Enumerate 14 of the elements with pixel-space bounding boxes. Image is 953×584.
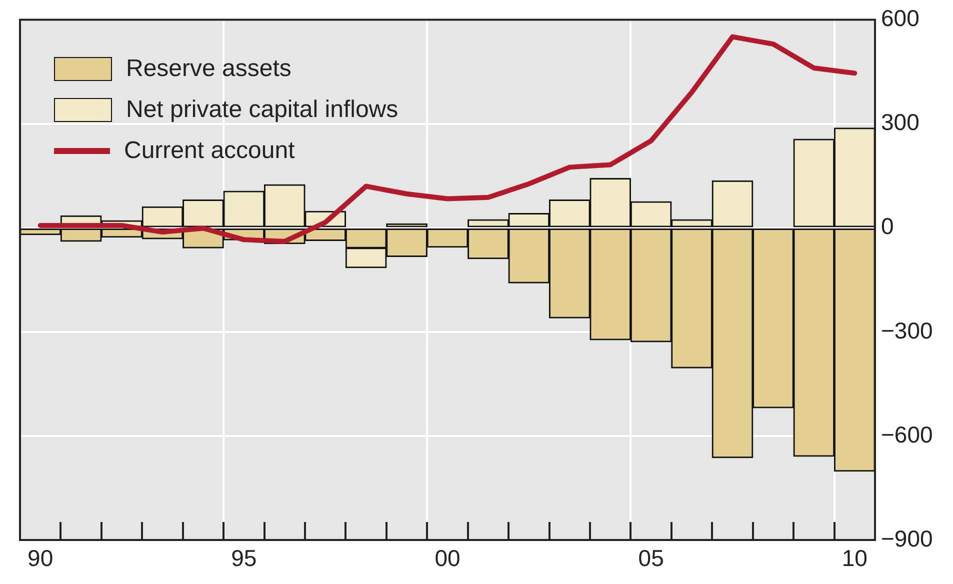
y-tick-label: −600 bbox=[881, 421, 933, 448]
x-tick-label: 90 bbox=[28, 545, 54, 572]
y-tick-label: −300 bbox=[881, 317, 933, 344]
legend-label: Reserve assets bbox=[126, 54, 292, 82]
x-tick-label: 95 bbox=[231, 545, 257, 572]
x-tick-label: 05 bbox=[638, 545, 664, 572]
x-tick-label: 10 bbox=[842, 545, 868, 572]
y-tick-label: −900 bbox=[881, 525, 933, 552]
y-tick-label: 300 bbox=[881, 109, 920, 136]
legend-label: Net private capital inflows bbox=[126, 96, 398, 124]
y-tick-label: 600 bbox=[881, 5, 920, 32]
y-tick-label: 0 bbox=[881, 213, 894, 240]
legend-label: Current account bbox=[124, 136, 295, 164]
x-tick-label: 00 bbox=[434, 545, 460, 572]
